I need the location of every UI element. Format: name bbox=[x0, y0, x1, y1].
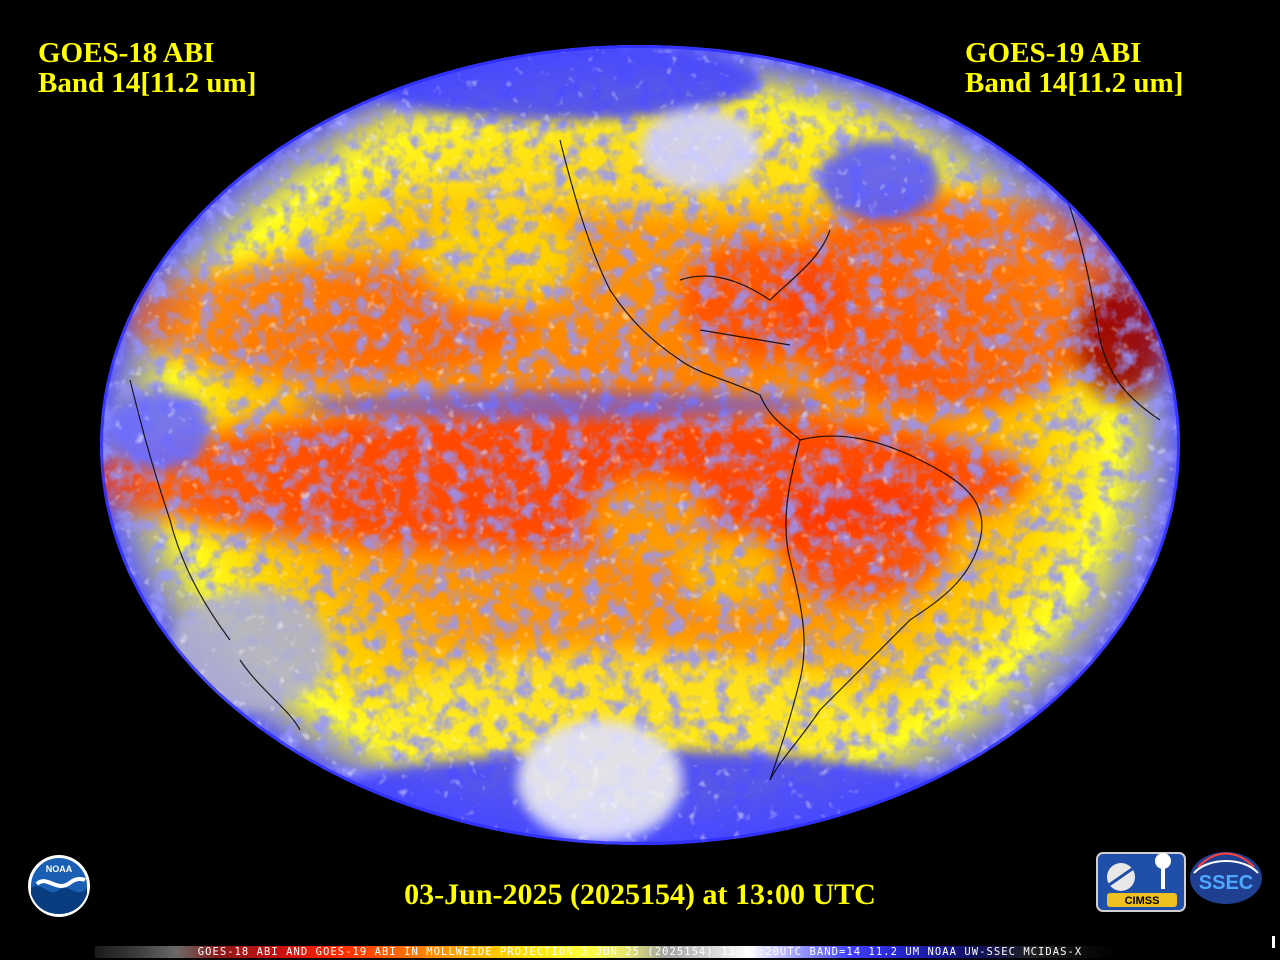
coastlines bbox=[129, 139, 1161, 781]
globe-disk bbox=[100, 45, 1180, 845]
image-caption: GOES-18 ABI AND GOES-19 ABI IN MOLLWEIDE… bbox=[197, 946, 1083, 958]
temperature-color-bar bbox=[95, 946, 1115, 958]
cimss-logo-text: CIMSS bbox=[1125, 895, 1160, 907]
ssec-logo-text: SSEC bbox=[1199, 872, 1253, 894]
noaa-logo-text: NOAA bbox=[46, 864, 73, 874]
left-satellite-title: GOES-18 ABI Band 14[11.2 um] bbox=[38, 38, 256, 98]
noaa-logo: NOAA bbox=[28, 855, 90, 917]
image-timestamp: 03-Jun-2025 (2025154) at 13:00 UTC bbox=[404, 878, 876, 911]
right-satellite-name: GOES-19 ABI bbox=[965, 37, 1142, 69]
right-satellite-title: GOES-19 ABI Band 14[11.2 um] bbox=[965, 38, 1183, 98]
left-band-label: Band 14[11.2 um] bbox=[38, 67, 257, 99]
left-satellite-name: GOES-18 ABI bbox=[38, 37, 215, 69]
ssec-logo: SSEC bbox=[1190, 852, 1262, 904]
corner-marker bbox=[1272, 936, 1275, 948]
right-band-label: Band 14[11.2 um] bbox=[965, 67, 1184, 99]
cimss-logo: CIMSS bbox=[1096, 852, 1186, 912]
